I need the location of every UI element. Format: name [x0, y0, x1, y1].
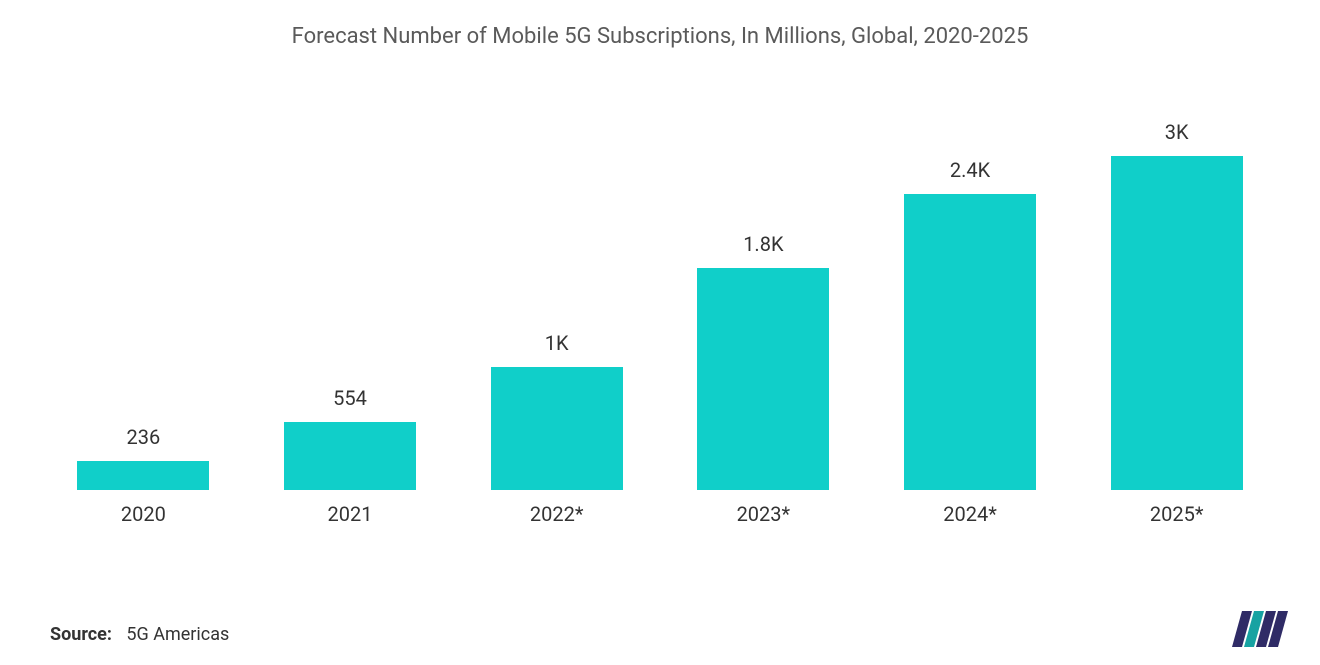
- source-line: Source: 5G Americas: [50, 624, 229, 645]
- bar-group: 3K: [1073, 120, 1280, 490]
- bar-value-label: 1.8K: [743, 232, 783, 256]
- source-label: Source:: [50, 624, 112, 645]
- bar-value-label: 2.4K: [950, 158, 990, 182]
- bar-value-label: 554: [333, 386, 367, 410]
- bar: [77, 461, 209, 490]
- bar: [284, 422, 416, 490]
- bar-group: 2.4K: [867, 120, 1074, 490]
- x-axis: 202020212022*2023*2024*2025*: [40, 502, 1280, 526]
- bar-group: 554: [247, 120, 454, 490]
- chart-title: Forecast Number of Mobile 5G Subscriptio…: [0, 0, 1320, 49]
- mordor-intelligence-logo: [1232, 611, 1288, 647]
- bar-value-label: 236: [126, 425, 160, 449]
- bars-row: 236 554 1K 1.8K 2.4K 3K: [40, 120, 1280, 490]
- x-axis-tick: 2021: [247, 502, 454, 526]
- bar-group: 1K: [453, 120, 660, 490]
- plot-area: 236 554 1K 1.8K 2.4K 3K: [40, 120, 1280, 490]
- bar-value-label: 1K: [545, 331, 569, 355]
- source-text: 5G Americas: [126, 624, 229, 645]
- x-axis-tick: 2025*: [1073, 502, 1280, 526]
- bar: [904, 194, 1036, 490]
- x-axis-tick: 2020: [40, 502, 247, 526]
- x-axis-tick: 2022*: [453, 502, 660, 526]
- bar-group: 1.8K: [660, 120, 867, 490]
- bar-value-label: 3K: [1165, 120, 1189, 144]
- chart-container: Forecast Number of Mobile 5G Subscriptio…: [0, 0, 1320, 665]
- bar: [697, 268, 829, 490]
- bar-group: 236: [40, 120, 247, 490]
- x-axis-tick: 2023*: [660, 502, 867, 526]
- bar: [1111, 156, 1243, 490]
- x-axis-tick: 2024*: [867, 502, 1074, 526]
- bar: [491, 367, 623, 490]
